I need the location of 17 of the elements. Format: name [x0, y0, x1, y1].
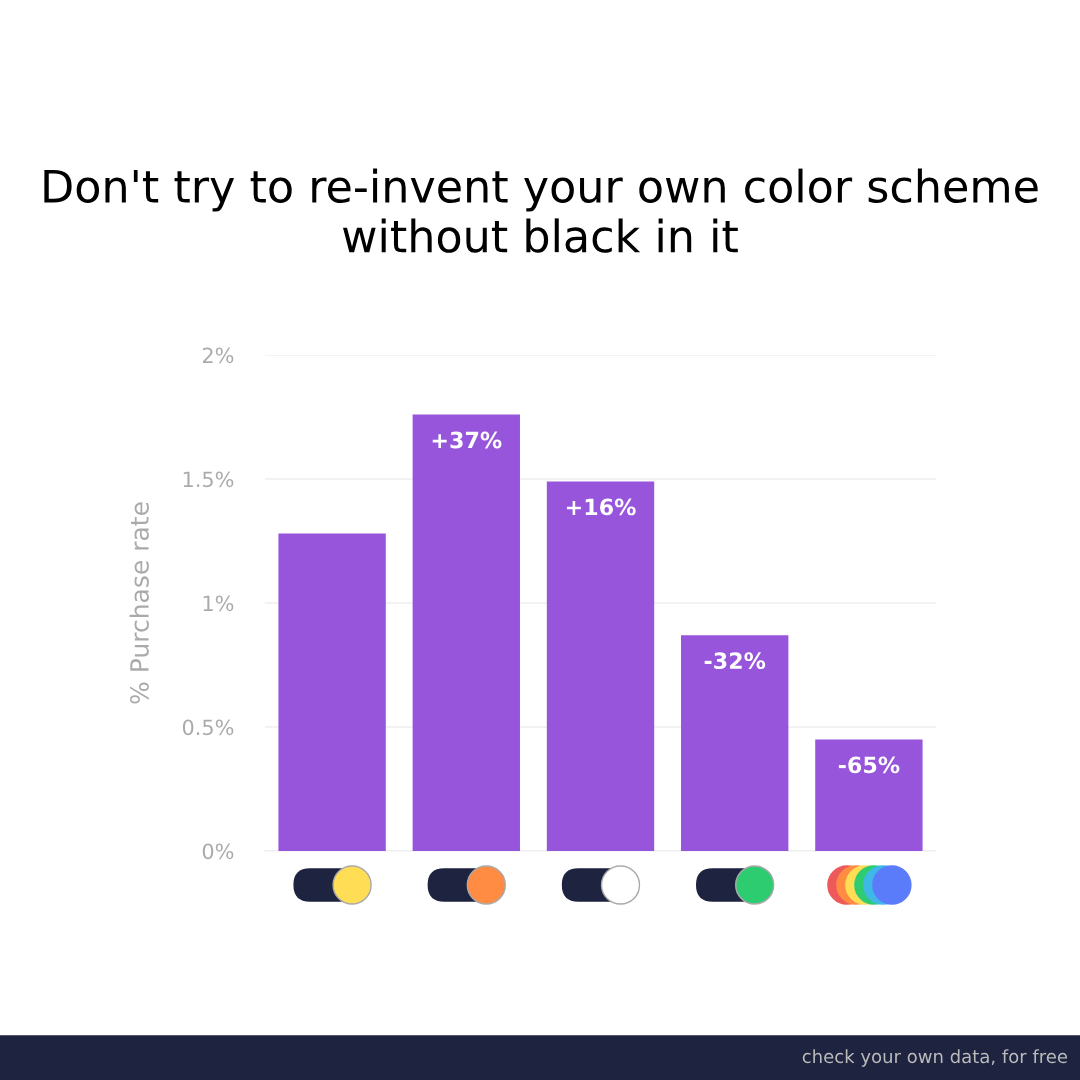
bar	[278, 533, 386, 851]
text: check your own data, for free	[802, 1049, 1068, 1067]
bar	[815, 739, 923, 851]
annotation: -65%	[838, 756, 900, 774]
y-tick-label: 1%	[203, 595, 234, 612]
y-tick-label: 0%	[202, 843, 234, 860]
y-tick-label: 1.5%	[183, 471, 234, 488]
y-tick-label: 0.5%	[182, 719, 234, 736]
bar	[412, 414, 520, 851]
y-axis-title: % Purchase rate	[129, 502, 149, 704]
y-tick-label: 2%	[202, 347, 234, 364]
annotation: +16%	[566, 498, 636, 516]
chart-title: Don't try to re-invent your own color scheme without black in it	[44, 168, 1038, 253]
annotation: +37%	[432, 431, 502, 449]
bar	[546, 481, 655, 851]
bar	[681, 635, 789, 851]
annotation: -32%	[704, 652, 766, 670]
